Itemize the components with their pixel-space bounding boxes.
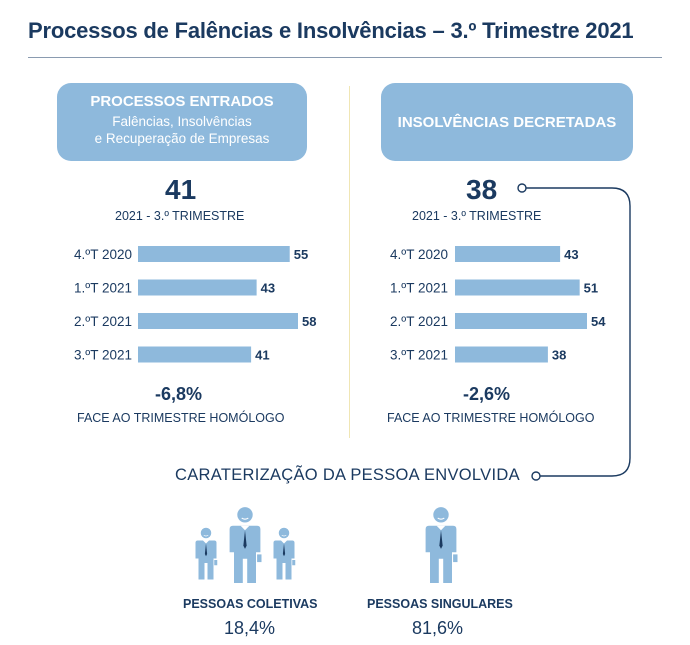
right-category-label: 4.ºT 2020 — [390, 247, 448, 262]
right-bar — [455, 313, 587, 329]
left-bar — [138, 313, 298, 329]
right-value-label: 54 — [591, 314, 606, 329]
processos-entrados-box: PROCESSOS ENTRADOS Falências, Insolvênci… — [57, 83, 307, 161]
title-rule — [28, 57, 662, 58]
left-headline-caption: 2021 - 3.º TRIMESTRE — [115, 209, 245, 223]
left-bar — [138, 279, 257, 296]
processos-entrados-subheading-1: Falências, Insolvências — [112, 114, 252, 129]
right-bar — [455, 279, 580, 296]
left-category-label: 1.ºT 2021 — [74, 281, 132, 296]
right-bar — [455, 346, 548, 363]
group-of-people-icon — [195, 506, 296, 584]
pessoas-singulares-value: 81,6% — [412, 618, 464, 638]
right-category-label: 2.ºT 2021 — [390, 314, 448, 329]
right-bar — [455, 246, 561, 262]
processos-entrados-heading: PROCESSOS ENTRADOS — [90, 93, 274, 110]
right-headline-caption: 2021 - 3.º TRIMESTRE — [412, 209, 542, 223]
left-headline-value: 41 — [165, 174, 197, 205]
connector-start-dot — [517, 183, 527, 193]
connector-end-dot — [531, 471, 541, 481]
left-value-label: 43 — [261, 281, 275, 296]
right-value-label: 43 — [564, 247, 578, 262]
person-icon — [425, 506, 459, 584]
insolvencias-decretadas-heading: INSOLVÊNCIAS DECRETADAS — [397, 113, 617, 131]
right-value-label: 38 — [552, 348, 566, 363]
left-category-label: 2.ºT 2021 — [74, 314, 132, 329]
pessoas-coletivas-label: PESSOAS COLETIVAS — [183, 597, 318, 611]
left-bar — [138, 246, 290, 262]
pessoas-singulares-label: PESSOAS SINGULARES — [367, 597, 513, 611]
left-change-value: -6,8% — [155, 384, 203, 404]
left-value-label: 41 — [255, 348, 269, 363]
left-bar-chart: 4.ºT 2020 55 1.ºT 2021 43 2.ºT 2021 58 3.ºT 20… — [74, 246, 316, 363]
right-headline-value: 38 — [466, 174, 498, 205]
left-value-label: 58 — [302, 314, 316, 329]
insolvencias-decretadas-box: INSOLVÊNCIAS DECRETADAS — [381, 83, 633, 161]
right-change-value: -2,6% — [463, 384, 511, 404]
right-change-caption: FACE AO TRIMESTRE HOMÓLOGO — [387, 411, 595, 425]
left-category-label: 3.ºT 2021 — [74, 348, 132, 363]
right-value-label: 51 — [584, 281, 598, 296]
right-category-label: 1.ºT 2021 — [390, 281, 448, 296]
left-category-label: 4.ºT 2020 — [74, 247, 132, 262]
pessoas-coletivas-value: 18,4% — [224, 618, 276, 638]
processos-entrados-subheading-2: e Recuperação de Empresas — [94, 131, 270, 146]
page-title: Processos de Falências e Insolvências – … — [28, 18, 634, 43]
panel-divider — [349, 86, 350, 438]
characterization-heading: CARATERIZAÇÃO DA PESSOA ENVOLVIDA — [175, 466, 520, 484]
right-bar-chart: 4.ºT 2020 43 1.ºT 2021 51 2.ºT 2021 54 3.ºT 20… — [390, 246, 606, 363]
left-change-caption: FACE AO TRIMESTRE HOMÓLOGO — [77, 411, 285, 425]
left-value-label: 55 — [294, 247, 308, 262]
left-bar — [138, 346, 252, 363]
right-category-label: 3.ºT 2021 — [390, 348, 448, 363]
